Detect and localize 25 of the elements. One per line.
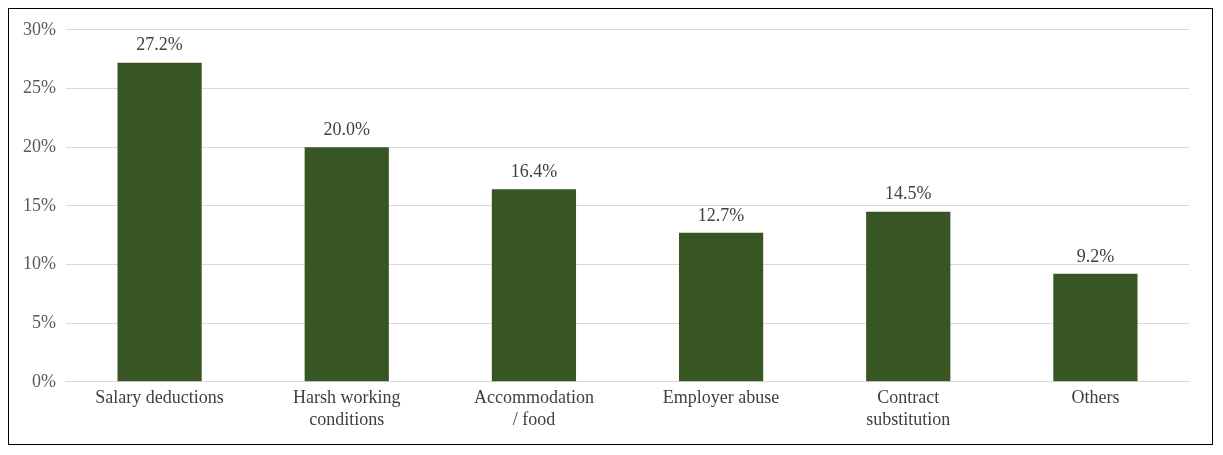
y-tick-label: 10% <box>22 253 56 274</box>
y-tick-label: 20% <box>22 135 56 156</box>
x-tick-label: Salary deductions <box>95 387 224 408</box>
data-label: 9.2% <box>1076 245 1115 266</box>
x-tick-label: Employer abuse <box>662 387 780 408</box>
bar <box>117 62 202 382</box>
bar <box>304 147 389 382</box>
x-tick-label: Others <box>1071 387 1120 408</box>
data-label: 27.2% <box>136 34 183 55</box>
data-label: 14.5% <box>885 183 932 204</box>
y-tick-label: 25% <box>22 77 56 98</box>
x-tick-label: Contract substitution <box>866 387 951 429</box>
data-label: 20.0% <box>323 118 370 139</box>
y-tick-label: 30% <box>22 18 56 39</box>
bar <box>866 211 951 382</box>
x-tick-label: Harsh working conditions <box>293 387 401 429</box>
data-label: 12.7% <box>697 204 745 225</box>
y-tick-label: 0% <box>31 370 56 391</box>
bar <box>678 232 764 382</box>
y-tick-label: 15% <box>22 194 56 215</box>
data-label: 16.4% <box>510 161 558 182</box>
x-tick-label: Accommodation / food <box>473 387 594 429</box>
bar <box>1053 273 1138 382</box>
y-tick-label: 5% <box>31 311 56 332</box>
bar <box>491 189 577 382</box>
